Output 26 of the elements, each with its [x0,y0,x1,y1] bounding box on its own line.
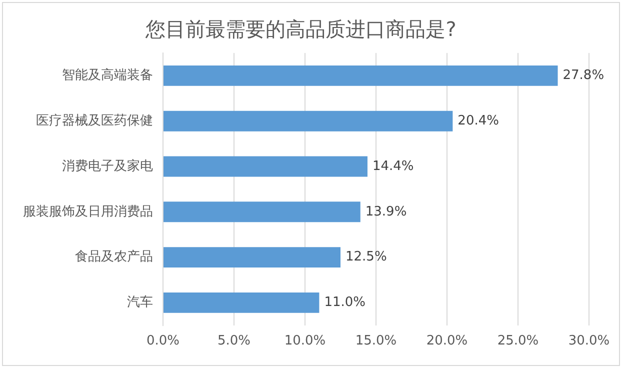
bar [164,202,360,222]
bar [164,110,453,132]
y-tick-label: 消费电子及家电 [62,158,153,174]
chart-title: 您目前最需要的高品质进口商品是? [144,17,456,42]
bar [164,292,320,313]
x-tick-label: 25.0% [497,334,539,349]
x-tick-label: 30.0% [568,334,610,349]
data-label: 11.0% [324,295,366,310]
bar [164,65,558,86]
y-tick-label: 汽车 [127,295,153,310]
y-tick-label: 服装服饰及日用消费品 [23,204,153,220]
bar [164,156,368,177]
x-tick-label: 20.0% [426,334,468,349]
data-label: 27.8% [562,68,604,84]
x-tick-label: 5.0% [217,334,251,349]
y-tick-label: 智能及高端装备 [62,67,153,84]
data-label: 20.4% [458,113,499,128]
data-label: 13.9% [365,204,407,220]
bar [164,247,340,268]
data-label: 14.4% [372,158,414,174]
x-tick-label: 0.0% [146,334,180,349]
x-tick-label: 10.0% [284,334,326,349]
y-tick-label: 医疗器械及医药保健 [36,113,153,128]
y-tick-label: 食品及农产品 [75,250,153,265]
data-label: 12.5% [346,250,387,265]
x-tick-label: 15.0% [355,334,397,349]
